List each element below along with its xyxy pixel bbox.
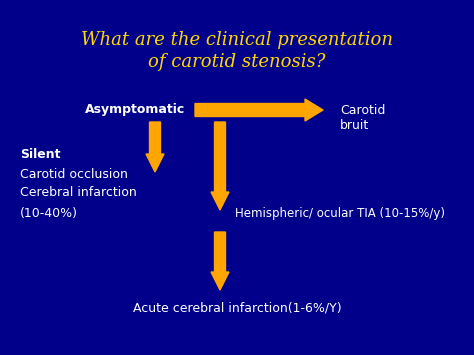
- Text: Acute cerebral infarction(1-6%/Y): Acute cerebral infarction(1-6%/Y): [133, 301, 341, 315]
- Text: of carotid stenosis?: of carotid stenosis?: [148, 53, 326, 71]
- Text: Carotid
bruit: Carotid bruit: [340, 104, 385, 132]
- Text: Hemispheric/ ocular TIA (10-15%/y): Hemispheric/ ocular TIA (10-15%/y): [235, 207, 445, 219]
- Text: (10-40%): (10-40%): [20, 207, 78, 219]
- Text: What are the clinical presentation: What are the clinical presentation: [81, 31, 393, 49]
- Text: Asymptomatic: Asymptomatic: [85, 104, 185, 116]
- FancyArrow shape: [195, 99, 323, 121]
- Text: Cerebral infarction: Cerebral infarction: [20, 186, 137, 200]
- FancyArrow shape: [146, 122, 164, 172]
- Text: Carotid occlusion: Carotid occlusion: [20, 169, 128, 181]
- FancyArrow shape: [211, 122, 229, 210]
- Text: Silent: Silent: [20, 148, 61, 162]
- FancyArrow shape: [211, 232, 229, 290]
